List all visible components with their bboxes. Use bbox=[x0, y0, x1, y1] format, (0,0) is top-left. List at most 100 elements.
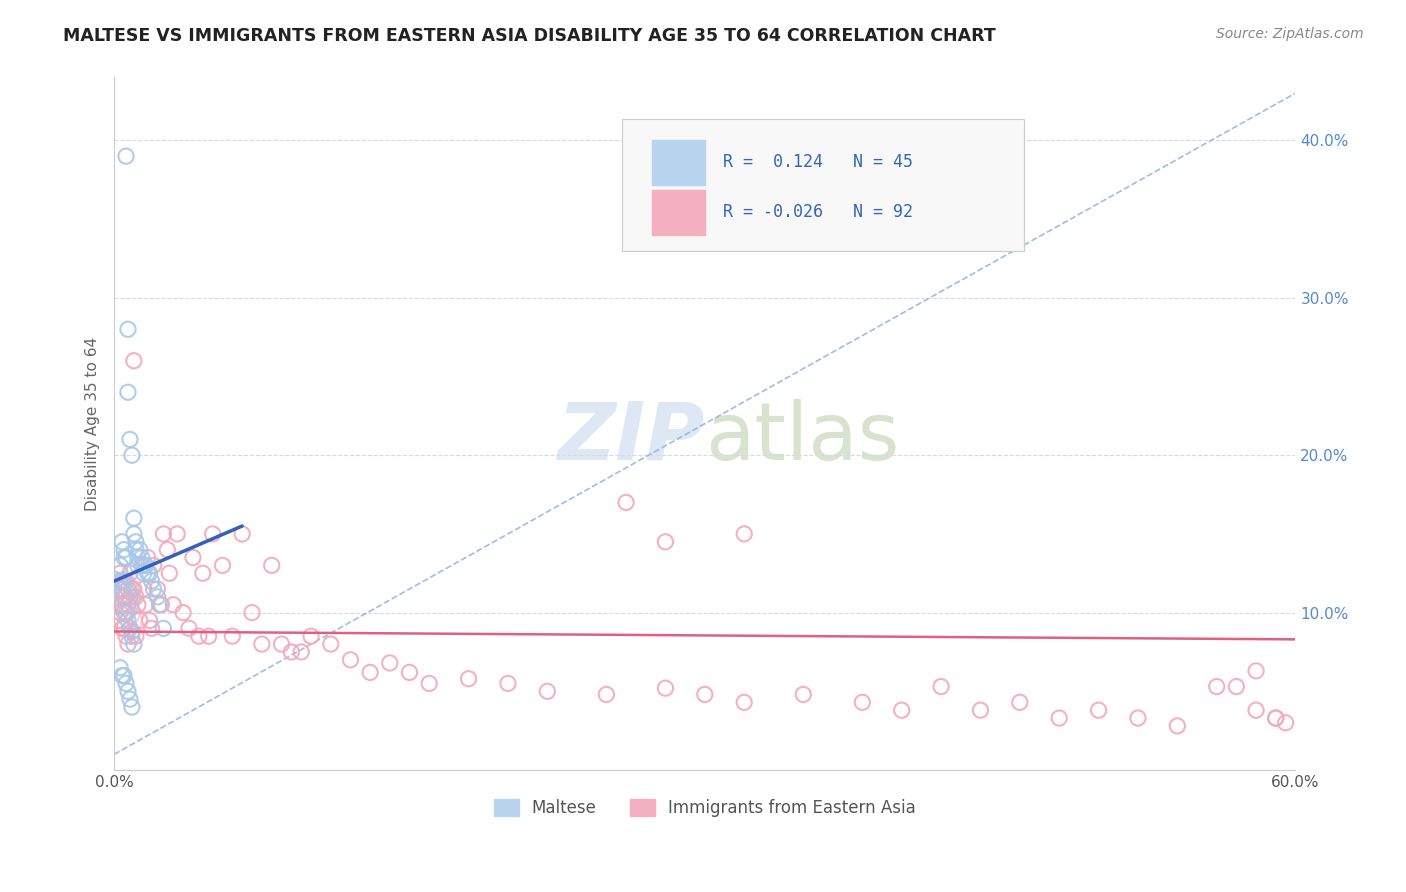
Point bbox=[142, 582, 165, 596]
Point bbox=[112, 574, 135, 588]
Point bbox=[108, 661, 131, 675]
Point bbox=[654, 534, 676, 549]
Bar bbox=[651, 140, 704, 185]
Point bbox=[221, 629, 243, 643]
Point bbox=[162, 598, 184, 612]
Point bbox=[152, 527, 174, 541]
Point bbox=[111, 621, 134, 635]
Point bbox=[1225, 680, 1247, 694]
Point bbox=[108, 590, 131, 604]
Point bbox=[191, 566, 214, 581]
Point bbox=[128, 542, 150, 557]
Point bbox=[107, 582, 129, 596]
Point bbox=[177, 621, 200, 635]
Point bbox=[172, 606, 194, 620]
Point bbox=[181, 550, 204, 565]
Point bbox=[1244, 703, 1267, 717]
Point bbox=[141, 574, 163, 588]
Point bbox=[108, 558, 131, 573]
Point bbox=[141, 621, 163, 635]
Point bbox=[112, 542, 135, 557]
Point bbox=[733, 527, 755, 541]
Point bbox=[115, 574, 138, 588]
Point bbox=[128, 614, 150, 628]
Point bbox=[595, 688, 617, 702]
Point bbox=[108, 566, 131, 581]
Point bbox=[270, 637, 292, 651]
Point bbox=[111, 598, 134, 612]
Point bbox=[693, 688, 716, 702]
Y-axis label: Disability Age 35 to 64: Disability Age 35 to 64 bbox=[86, 336, 100, 511]
Point bbox=[111, 582, 134, 596]
Point bbox=[138, 566, 160, 581]
Text: ZIP: ZIP bbox=[557, 399, 704, 476]
Point bbox=[111, 590, 134, 604]
Point bbox=[260, 558, 283, 573]
Point bbox=[1264, 711, 1286, 725]
Point bbox=[111, 598, 134, 612]
Point bbox=[111, 582, 134, 596]
Point bbox=[1047, 711, 1070, 725]
Point bbox=[280, 645, 302, 659]
FancyBboxPatch shape bbox=[621, 119, 1024, 251]
Point bbox=[1244, 664, 1267, 678]
Point bbox=[131, 558, 153, 573]
Point bbox=[339, 653, 361, 667]
Point bbox=[132, 582, 155, 596]
Point bbox=[792, 688, 814, 702]
Point bbox=[890, 703, 912, 717]
Point bbox=[851, 695, 873, 709]
Point bbox=[115, 550, 138, 565]
Point bbox=[211, 558, 233, 573]
Point bbox=[231, 527, 253, 541]
Point bbox=[536, 684, 558, 698]
Point bbox=[418, 676, 440, 690]
Point bbox=[125, 629, 148, 643]
Point bbox=[127, 598, 149, 612]
Point bbox=[122, 511, 145, 525]
Point bbox=[1126, 711, 1149, 725]
Point bbox=[115, 606, 138, 620]
Point bbox=[121, 448, 143, 462]
Point bbox=[132, 566, 155, 581]
Point bbox=[654, 681, 676, 695]
Point bbox=[115, 149, 138, 163]
Point bbox=[117, 582, 139, 596]
Bar bbox=[651, 190, 704, 235]
Point bbox=[117, 637, 139, 651]
Point bbox=[108, 606, 131, 620]
Text: atlas: atlas bbox=[704, 399, 900, 476]
Point bbox=[121, 582, 143, 596]
Text: R =  0.124   N = 45: R = 0.124 N = 45 bbox=[723, 153, 912, 171]
Point bbox=[733, 695, 755, 709]
Point bbox=[146, 582, 169, 596]
Point bbox=[112, 606, 135, 620]
Point bbox=[187, 629, 209, 643]
Point bbox=[111, 534, 134, 549]
Point bbox=[132, 558, 155, 573]
Point bbox=[166, 527, 188, 541]
Point bbox=[125, 534, 148, 549]
Point bbox=[108, 582, 131, 596]
Point bbox=[1087, 703, 1109, 717]
Text: MALTESE VS IMMIGRANTS FROM EASTERN ASIA DISABILITY AGE 35 TO 64 CORRELATION CHAR: MALTESE VS IMMIGRANTS FROM EASTERN ASIA … bbox=[63, 27, 995, 45]
Point bbox=[122, 353, 145, 368]
Point bbox=[117, 598, 139, 612]
Point bbox=[112, 668, 135, 682]
Point bbox=[121, 629, 143, 643]
Point bbox=[117, 385, 139, 400]
Point bbox=[359, 665, 381, 680]
Point bbox=[125, 542, 148, 557]
Point bbox=[111, 574, 134, 588]
Point bbox=[135, 558, 157, 573]
Point bbox=[398, 665, 420, 680]
Point bbox=[136, 566, 159, 581]
Point bbox=[122, 637, 145, 651]
Point bbox=[138, 614, 160, 628]
Point bbox=[299, 629, 322, 643]
Point bbox=[112, 590, 135, 604]
Point bbox=[108, 590, 131, 604]
Point bbox=[135, 598, 157, 612]
Point bbox=[112, 606, 135, 620]
Point bbox=[125, 590, 148, 604]
